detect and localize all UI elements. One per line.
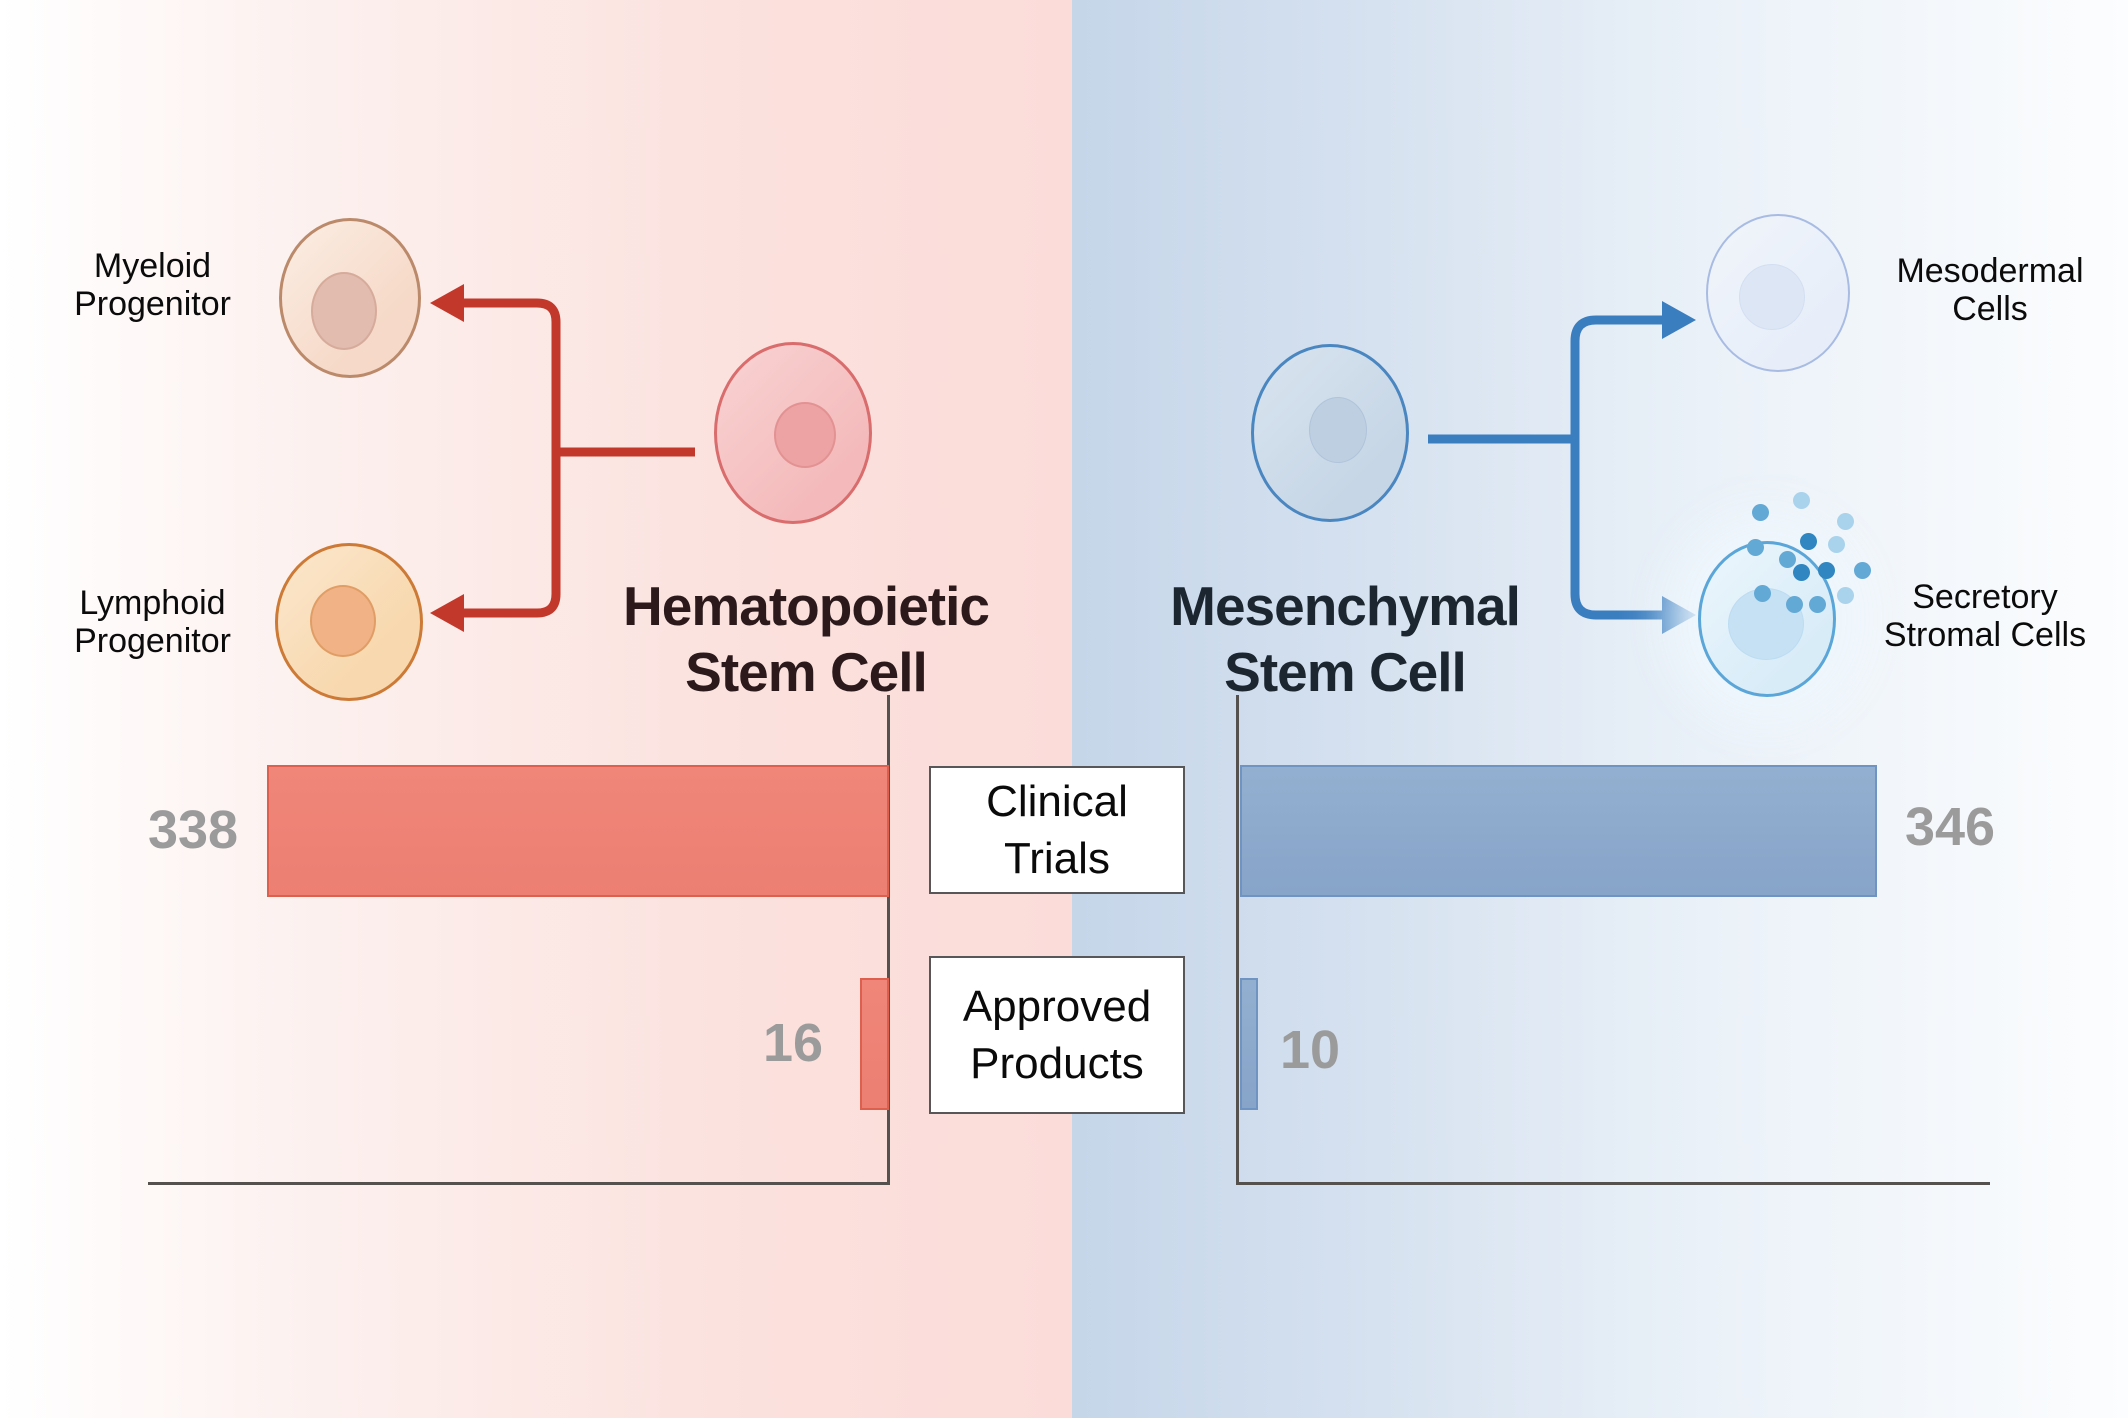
- blue-connector-lines: [1428, 315, 1666, 620]
- vesicle-dot: [1854, 562, 1871, 579]
- hsc-clinical-trials-bar: [267, 765, 889, 897]
- vesicle-dot: [1793, 492, 1810, 509]
- hsc-clinical-trials-value: 338: [147, 800, 239, 860]
- mesodermal-cell-illustration: [1706, 214, 1850, 372]
- msc-clinical-trials-value: 346: [1904, 797, 1996, 857]
- myeloid-progenitor-cell: [279, 218, 421, 378]
- vesicle-dot: [1747, 539, 1764, 556]
- hematopoietic-stem-cell-title: Hematopoietic Stem Cell: [623, 575, 990, 703]
- msc-approved-products-bar: [1240, 978, 1258, 1110]
- approved-products-box: Approved Products: [929, 956, 1185, 1114]
- mesenchymal-stem-cell-illustration: [1251, 344, 1409, 522]
- vesicle-dot: [1837, 587, 1854, 604]
- hsc-nucleus: [774, 402, 836, 468]
- lymphoid-progenitor-label: Lymphoid Progenitor: [74, 584, 231, 660]
- vesicle-dot: [1809, 596, 1826, 613]
- msc-nucleus: [1309, 397, 1367, 463]
- vesicle-dot: [1800, 533, 1817, 550]
- hsc-approved-products-bar: [860, 978, 889, 1110]
- blue-background-panel: [1072, 0, 2128, 1418]
- hematopoietic-stem-cell-illustration: [714, 342, 872, 524]
- vesicle-dot: [1828, 536, 1845, 553]
- myeloid-cell-nucleus: [311, 272, 377, 350]
- vesicle-dot: [1779, 551, 1796, 568]
- left-chart-horizontal-axis: [148, 1182, 890, 1185]
- vesicle-dot: [1786, 596, 1803, 613]
- msc-clinical-trials-bar: [1240, 765, 1877, 897]
- lymphoid-cell-nucleus: [310, 585, 376, 657]
- vesicle-dot: [1818, 562, 1835, 579]
- red-arrowheads: [430, 284, 464, 632]
- vesicle-dot: [1837, 513, 1854, 530]
- vesicle-dot: [1793, 564, 1810, 581]
- vesicle-dot: [1752, 504, 1769, 521]
- clinical-trials-box: Clinical Trials: [929, 766, 1185, 894]
- right-chart-vertical-axis: [1236, 695, 1239, 1184]
- myeloid-progenitor-label: Myeloid Progenitor: [74, 247, 231, 323]
- red-connector-lines: [454, 298, 695, 618]
- vesicle-dot: [1754, 585, 1771, 602]
- mesodermal-cell-nucleus: [1739, 264, 1805, 330]
- mesenchymal-stem-cell-title: Mesenchymal Stem Cell: [1170, 575, 1521, 703]
- hsc-approved-products-value: 16: [762, 1013, 824, 1073]
- msc-approved-products-value: 10: [1279, 1020, 1341, 1080]
- left-chart-vertical-axis: [887, 695, 890, 1184]
- right-chart-horizontal-axis: [1236, 1182, 1990, 1185]
- mesodermal-cells-label: Mesodermal Cells: [1896, 252, 2084, 328]
- secretory-stromal-cells-label: Secretory Stromal Cells: [1883, 578, 2087, 654]
- pink-background-panel: [0, 0, 1072, 1418]
- blue-arrowheads: [1662, 301, 1696, 634]
- lymphoid-progenitor-cell: [275, 543, 423, 701]
